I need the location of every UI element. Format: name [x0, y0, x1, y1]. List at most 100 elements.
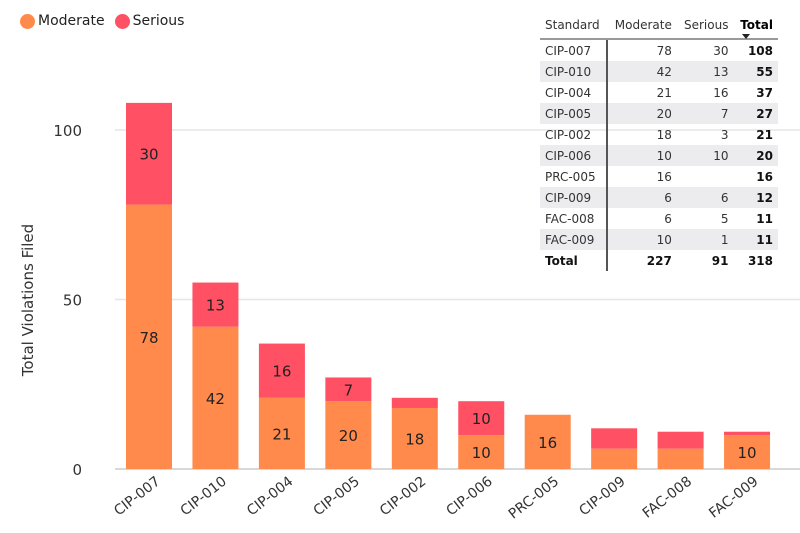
data-label: 13	[206, 297, 225, 315]
data-label: 10	[738, 444, 757, 462]
table-cell: 13	[676, 61, 734, 82]
bar-moderate[interactable]	[325, 401, 372, 469]
table-cell: 18	[656, 127, 672, 142]
data-label: 10	[472, 444, 491, 462]
bar-serious[interactable]	[258, 343, 305, 398]
summary-table: Standard Moderate Serious Total CIP-007 78 30…	[540, 14, 778, 271]
column-header-moderate[interactable]: Moderate	[607, 14, 677, 40]
bar-serious[interactable]	[591, 428, 638, 449]
table-cell: 21	[656, 85, 672, 100]
x-tick-label: CIP-007	[111, 474, 163, 520]
table-row[interactable]: CIP-004 21 16 37	[540, 82, 778, 103]
bar-serious[interactable]	[192, 282, 239, 327]
table-cell: 78	[656, 43, 672, 58]
x-tick-label: CIP-004	[244, 473, 296, 519]
bar-moderate[interactable]	[192, 326, 239, 469]
total-cell: 91	[711, 253, 729, 268]
total-cell: 318	[747, 253, 773, 268]
bar-serious[interactable]	[391, 397, 438, 408]
table-cell: 27	[733, 103, 778, 124]
x-tick-label: CIP-010	[178, 474, 230, 520]
table-cell: FAC-008	[540, 208, 609, 229]
table-cell	[677, 166, 734, 187]
table-cell: FAC-009	[540, 229, 609, 250]
column-header-total[interactable]: Total	[733, 14, 778, 40]
legend-label: Serious	[132, 13, 185, 29]
table-row[interactable]: FAC-008 6 5 11	[540, 208, 778, 229]
column-header-serious[interactable]: Serious	[676, 14, 734, 40]
table-row[interactable]: FAC-009 10 1 11	[540, 229, 778, 250]
table-cell: CIP-010	[540, 61, 609, 82]
data-label: 30	[139, 146, 158, 164]
column-header-standard[interactable]: Standard	[540, 14, 608, 40]
bar-moderate[interactable]	[391, 407, 438, 469]
y-tick-label: 50	[63, 292, 82, 310]
table-cell: 30	[713, 43, 729, 58]
legend-label: Moderate	[38, 13, 105, 29]
table-cell: 10	[607, 229, 677, 250]
table-cell: 16	[656, 169, 672, 184]
data-label: 18	[405, 430, 424, 448]
table-cell: 6	[676, 187, 734, 208]
x-tick-label: CIP-002	[377, 474, 429, 520]
data-label: 42	[206, 390, 225, 408]
bar-serious[interactable]	[657, 431, 704, 449]
table-cell: 10	[676, 145, 734, 166]
bar-moderate[interactable]	[258, 397, 305, 469]
x-tick-label: CIP-009	[576, 474, 628, 520]
table-row[interactable]: CIP-002 18 3 21	[540, 124, 778, 145]
bar-moderate[interactable]	[724, 435, 771, 469]
table-cell: 3	[720, 127, 729, 142]
legend-item-moderate[interactable]: Moderate	[20, 13, 105, 29]
data-label: 20	[339, 427, 358, 445]
legend: Moderate Serious	[20, 13, 194, 29]
table-cell: CIP-004	[540, 82, 609, 103]
table-cell: CIP-002	[540, 124, 609, 145]
table-row[interactable]: CIP-009 6 6 12	[540, 187, 778, 208]
serious-swatch-icon	[114, 13, 130, 29]
table-cell: CIP-007	[540, 39, 609, 61]
table-row[interactable]: CIP-007 78 30 108	[540, 39, 778, 61]
table-cell: 12	[733, 187, 778, 208]
table-row[interactable]: PRC-005 16 16	[540, 166, 778, 187]
data-label: 16	[272, 363, 291, 381]
table-cell: 42	[607, 61, 677, 82]
legend-item-serious[interactable]: Serious	[114, 13, 185, 29]
x-tick-label: PRC-005	[506, 474, 562, 523]
bar-moderate[interactable]	[458, 435, 505, 469]
table-cell: 16	[713, 85, 729, 100]
bar-moderate[interactable]	[524, 414, 571, 469]
table-row[interactable]: CIP-006 10 10 20	[540, 145, 778, 166]
table-row[interactable]: CIP-010 42 13 55	[540, 61, 778, 82]
data-label: 7	[344, 381, 354, 399]
table-cell: 20	[733, 145, 778, 166]
x-tick-label: CIP-006	[443, 473, 495, 519]
table-cell: 6	[607, 187, 677, 208]
x-tick-label: FAC-008	[640, 474, 695, 522]
bar-moderate[interactable]	[657, 448, 704, 469]
table-cell: 55	[733, 61, 778, 82]
y-tick-label: 0	[72, 461, 82, 479]
total-cell: Total	[540, 250, 609, 271]
data-label: 16	[538, 434, 557, 452]
total-cell: 227	[646, 253, 672, 268]
table-cell: 20	[607, 103, 677, 124]
table-total-row: Total 227 91 318	[540, 250, 778, 271]
y-axis-title: Total Violations Filed	[19, 224, 37, 377]
table-row[interactable]: CIP-005 20 7 27	[540, 103, 778, 124]
bar-serious[interactable]	[458, 401, 505, 436]
bar-moderate[interactable]	[591, 448, 638, 469]
data-label: 21	[272, 425, 291, 443]
bar-serious[interactable]	[724, 431, 771, 436]
x-tick-label: FAC-009	[706, 474, 761, 522]
table-cell: 11	[756, 211, 773, 226]
table-cell: 1	[676, 229, 734, 250]
bar-serious[interactable]	[325, 377, 372, 402]
table-cell: 11	[733, 229, 778, 250]
bar-moderate[interactable]	[126, 204, 172, 469]
table-cell: 108	[747, 43, 773, 58]
bar-serious[interactable]	[126, 102, 172, 205]
table-cell: PRC-005	[540, 166, 609, 187]
